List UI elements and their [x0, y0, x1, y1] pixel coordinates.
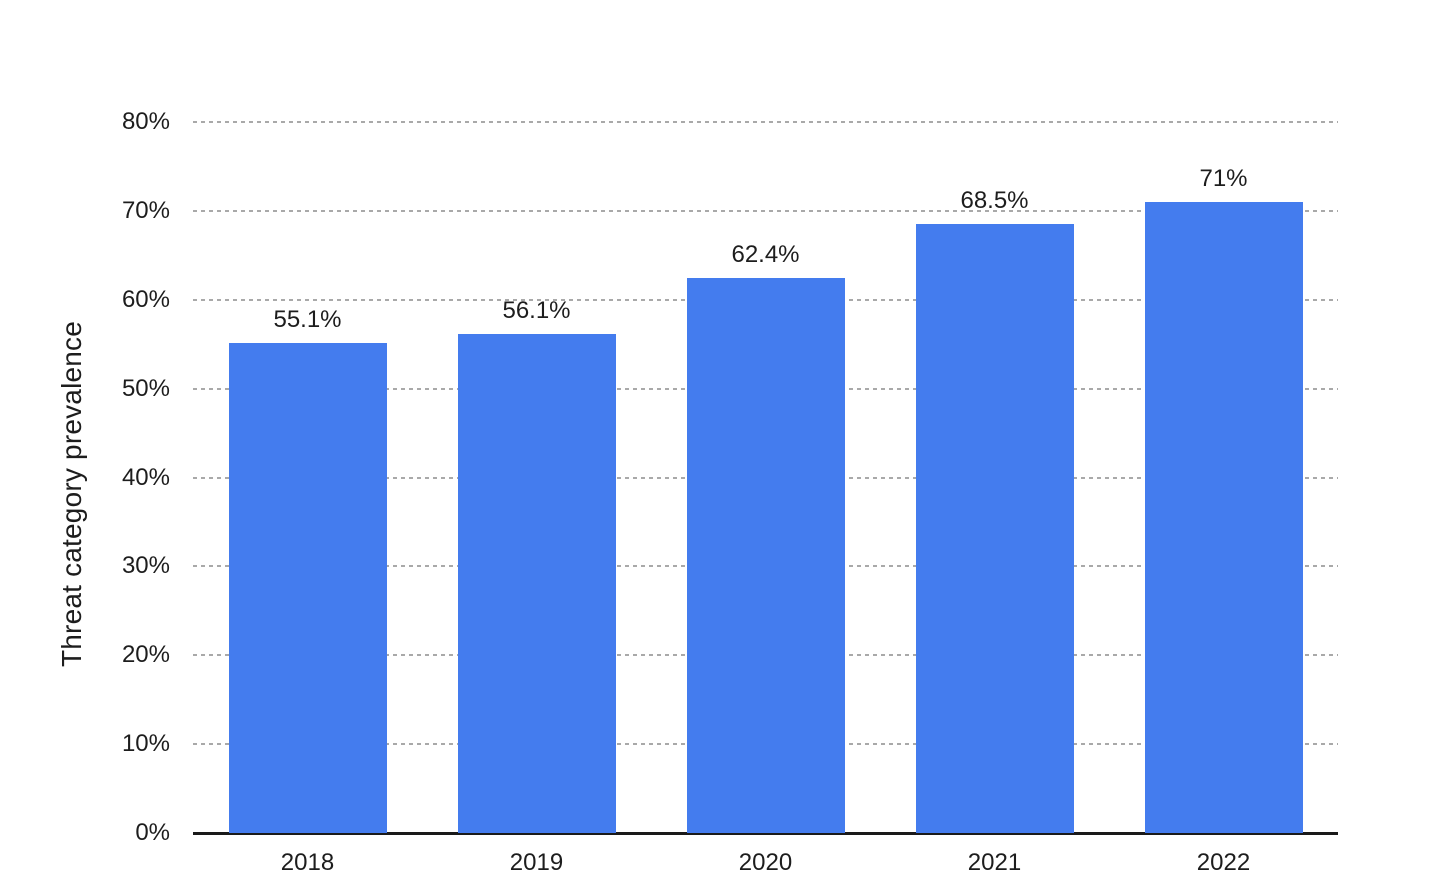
x-tick-label: 2021	[967, 849, 1022, 876]
y-tick-label: 30%	[121, 552, 170, 580]
x-tick-label: 2018	[280, 849, 335, 876]
gridline	[193, 209, 1338, 212]
y-tick-label: 40%	[121, 463, 170, 491]
y-tick-label: 60%	[121, 285, 170, 313]
bar-value-label: 55.1%	[273, 306, 342, 334]
y-tick-label: 50%	[121, 374, 170, 402]
bar-2019[interactable]	[457, 334, 616, 833]
x-axis-line	[193, 832, 1338, 835]
y-tick-label: 0%	[135, 819, 170, 846]
bar-2018[interactable]	[228, 343, 387, 833]
bar-2022[interactable]	[1144, 201, 1303, 833]
y-tick-label: 20%	[121, 641, 170, 669]
x-tick-label: 2019	[509, 849, 564, 876]
bar-value-label: 68.5%	[960, 187, 1029, 215]
y-tick-label: 80%	[121, 108, 170, 135]
bar-2020[interactable]	[686, 278, 845, 833]
bar-2021[interactable]	[915, 224, 1074, 833]
y-tick-label: 70%	[121, 196, 170, 224]
x-tick-label: 2020	[738, 849, 793, 876]
bar-value-label: 56.1%	[502, 297, 571, 325]
x-tick-label: 2022	[1196, 849, 1251, 876]
bar-value-label: 71%	[1199, 164, 1248, 192]
y-tick-label: 10%	[121, 730, 170, 758]
plot-area	[193, 121, 1338, 835]
gridline	[193, 121, 1338, 123]
bar-value-label: 62.4%	[731, 241, 800, 269]
